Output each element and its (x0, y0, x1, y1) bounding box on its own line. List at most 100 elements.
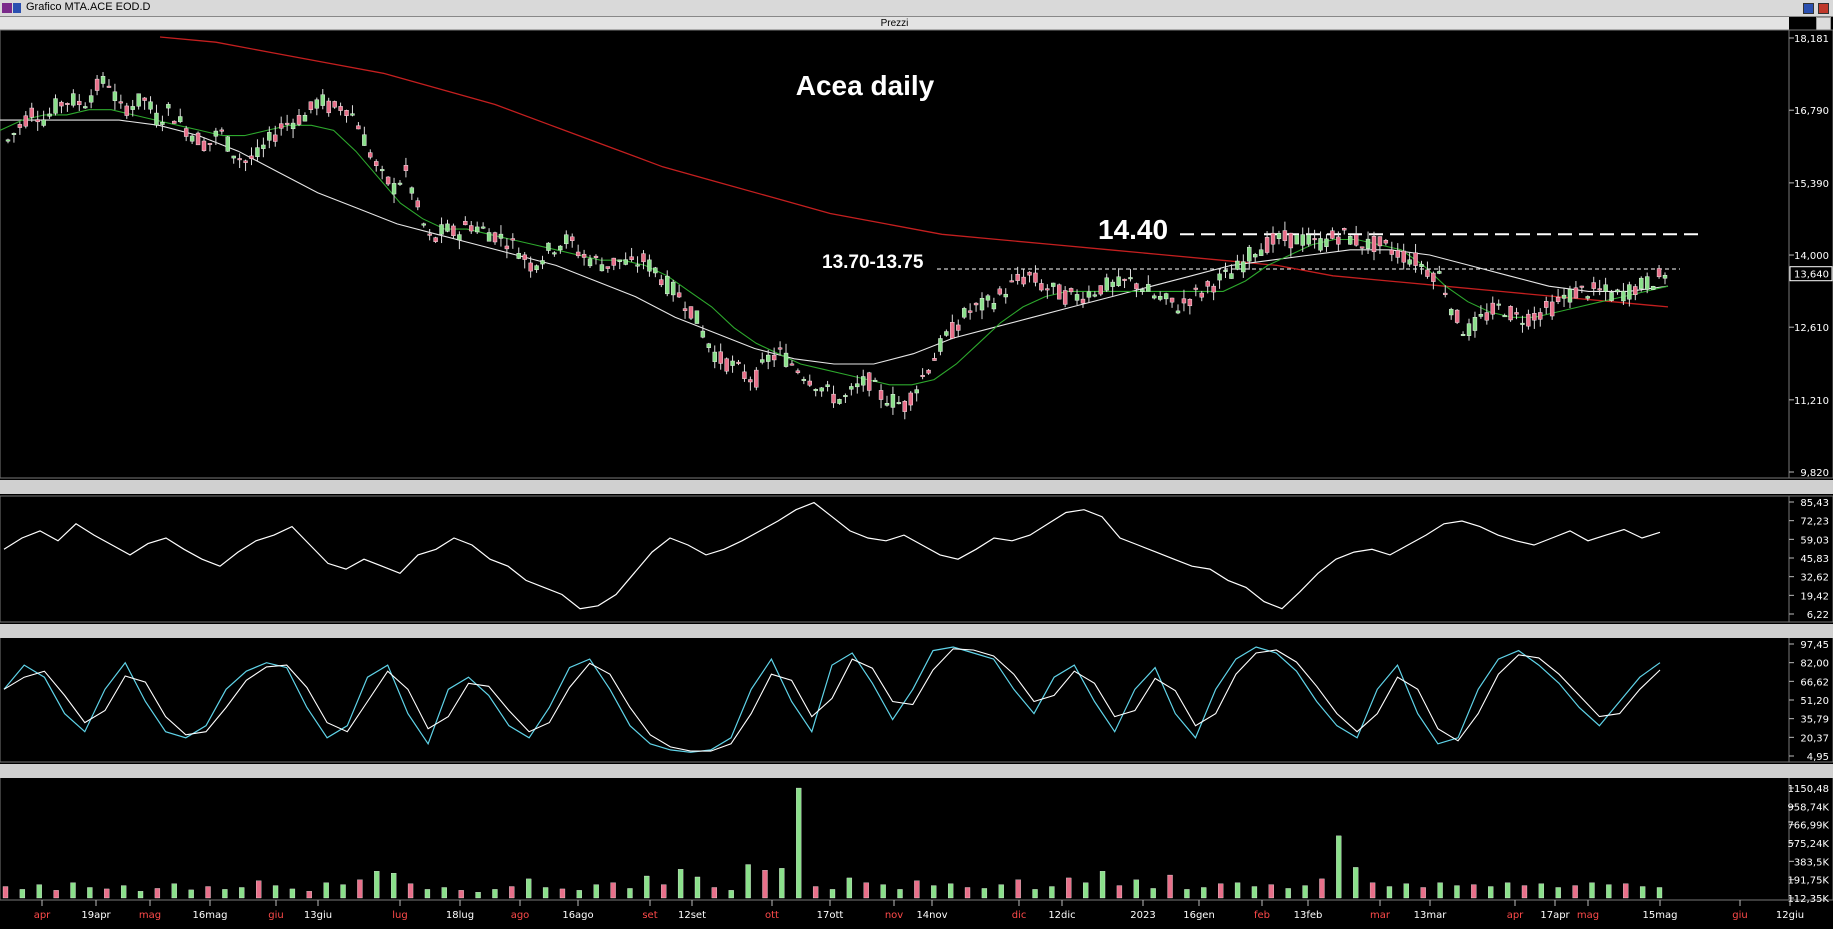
candle-down (463, 221, 468, 226)
candle-down (237, 158, 242, 161)
volume-bar (424, 889, 431, 899)
candle-down (754, 369, 759, 388)
candle-up (849, 386, 854, 390)
stochastic-panel: 97,45 82,00 66,62 51,20 35,79 20,37 4,95 (3, 640, 1829, 763)
candle-down (1068, 288, 1074, 293)
ma200-line (159, 36, 1669, 308)
candle-down (1062, 290, 1068, 305)
candle-down (368, 152, 373, 158)
candle-down (1039, 283, 1044, 291)
candle-down (65, 103, 70, 105)
x-tick-label: apr (1507, 910, 1524, 921)
candle-up (391, 183, 397, 195)
candle-up (255, 147, 260, 158)
volume-bar (542, 887, 549, 899)
restore-button[interactable] (1803, 3, 1814, 14)
x-tick-label: 16ago (562, 910, 593, 921)
x-tick-label: 16mag (193, 910, 228, 921)
volume-bar (863, 882, 869, 899)
volume-bar (1032, 889, 1038, 899)
x-tick-label: lug (392, 910, 407, 921)
candle-up (1235, 260, 1240, 270)
panel-frame (0, 635, 1790, 763)
candle-down (926, 369, 931, 374)
candle-up (1621, 290, 1626, 302)
y-tick-label: 32,62 (1800, 573, 1829, 584)
volume-bar (374, 871, 380, 899)
volume-bar (1555, 887, 1561, 899)
volume-bar (1369, 882, 1376, 899)
candle-down (1597, 288, 1602, 291)
x-tick-label: 12giu (1776, 910, 1804, 921)
candle-up (1152, 295, 1157, 299)
volume-bar (137, 891, 144, 899)
candle-up (706, 343, 712, 348)
x-tick-label: ago (511, 910, 530, 921)
candle-up (617, 259, 622, 262)
volume-bar (120, 885, 127, 899)
candle-up (564, 234, 569, 245)
volume-bar (1538, 883, 1545, 899)
candle-down (1045, 288, 1050, 291)
candle-up (1437, 271, 1442, 274)
candle-up (896, 402, 902, 405)
candle-up (290, 122, 296, 130)
volume-bar (964, 887, 971, 899)
candle-down (1288, 232, 1294, 249)
volume-bar (711, 887, 718, 899)
candle-down (1425, 269, 1430, 277)
volume-bar (441, 887, 447, 899)
candle-down (1377, 236, 1383, 247)
volume-bar (1251, 886, 1258, 899)
candle-down (249, 155, 254, 159)
candle-up (5, 139, 11, 142)
candle-up (1163, 293, 1169, 300)
candle-up (1496, 303, 1501, 306)
candle-down (1199, 292, 1204, 298)
x-tick-label: 17apr (1540, 910, 1570, 921)
candle-up (623, 259, 628, 265)
candle-up (1146, 284, 1151, 292)
y-tick-label: 11,210 (1794, 396, 1829, 407)
rsi-line (3, 501, 1661, 610)
candle-up (362, 134, 367, 146)
y-tick-label: 35,79 (1800, 715, 1829, 726)
candle-up (884, 403, 890, 406)
volume-bar (475, 892, 481, 899)
candle-down (973, 302, 979, 306)
volume-bar (1015, 879, 1021, 899)
volume-bar (407, 883, 414, 899)
ma20-line (0, 109, 1669, 386)
candle-down (1573, 287, 1579, 299)
candle-down (997, 288, 1003, 295)
panel-frame (0, 775, 1790, 901)
volume-bar (1589, 882, 1595, 899)
candle-down (1591, 282, 1596, 289)
candle-down (1057, 284, 1062, 300)
volume-bar (205, 886, 211, 899)
volume-bar (171, 883, 177, 899)
candle-down (1633, 286, 1638, 295)
y-tick-label: 15,390 (1794, 179, 1829, 190)
candle-down (1080, 298, 1086, 304)
candle-down (688, 306, 694, 319)
candle-down (278, 123, 284, 129)
candle-up (890, 394, 896, 408)
y-axis-frame (1788, 29, 1833, 479)
candle-up (136, 93, 141, 107)
x-tick-label: dic (1012, 910, 1027, 921)
volume-bar (1319, 878, 1325, 899)
candle-up (1258, 249, 1264, 256)
close-button[interactable] (1818, 3, 1829, 14)
volume-bar (1201, 887, 1207, 899)
candle-up (445, 223, 450, 232)
candle-down (659, 279, 664, 286)
panel-borders (0, 29, 1833, 901)
candle-down (902, 401, 907, 412)
candle-down (1270, 232, 1276, 245)
volume-bar (306, 891, 312, 899)
candle-up (825, 384, 830, 387)
candle-down (593, 255, 599, 258)
candle-up (47, 113, 52, 117)
